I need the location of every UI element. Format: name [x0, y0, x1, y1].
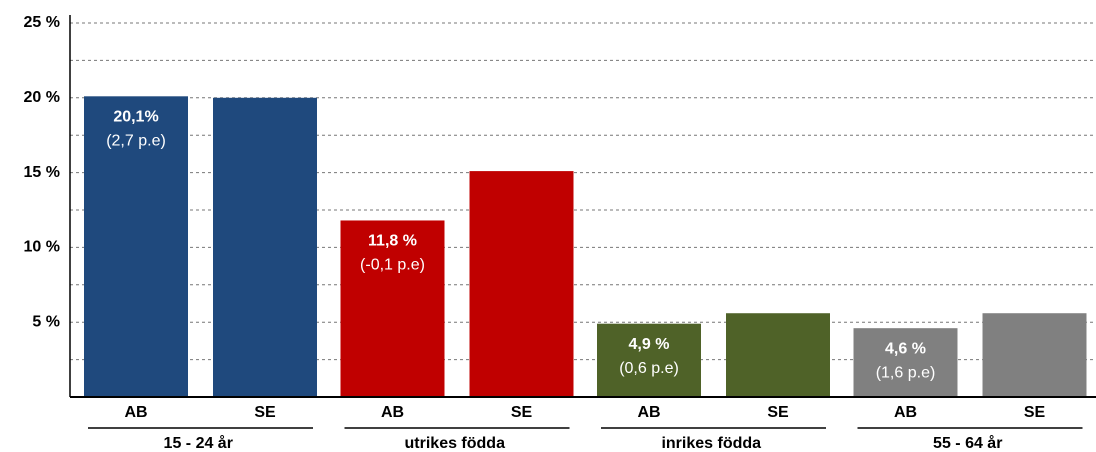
bar — [84, 96, 188, 397]
bar — [469, 171, 574, 397]
change-label: (2,7 p.e) — [106, 133, 166, 150]
y-tick-label: 10 % — [24, 239, 60, 256]
x-tick-label: SE — [511, 404, 533, 421]
x-tick-label: SE — [1024, 404, 1046, 421]
x-tick-label: SE — [254, 404, 276, 421]
y-tick-label: 15 % — [24, 164, 60, 181]
group-label: 15 - 24 år — [164, 434, 233, 452]
bar — [340, 220, 445, 397]
change-label: (1,6 p.e) — [876, 364, 936, 381]
bar — [982, 313, 1087, 397]
x-tick-label: SE — [767, 404, 789, 421]
value-label: 4,6 % — [885, 340, 926, 357]
y-tick-label: 20 % — [24, 89, 60, 106]
x-tick-label: AB — [381, 404, 404, 421]
x-tick-label: AB — [637, 404, 660, 421]
group-label: 55 - 64 år — [933, 434, 1002, 452]
bar — [853, 328, 958, 397]
x-tick-label: AB — [124, 404, 147, 421]
value-label: 20,1% — [113, 109, 158, 126]
bar — [726, 313, 830, 397]
change-label: (-0,1 p.e) — [360, 257, 425, 274]
group-label: utrikes födda — [405, 435, 506, 452]
value-label: 4,9 % — [629, 336, 670, 353]
bar — [213, 97, 317, 398]
y-tick-label: 5 % — [32, 313, 60, 330]
x-tick-label: AB — [894, 404, 917, 421]
y-tick-label: 25 % — [24, 14, 60, 31]
change-label: (0,6 p.e) — [619, 360, 679, 377]
group-label: inrikes födda — [661, 435, 761, 452]
value-label: 11,8 % — [368, 233, 417, 250]
bar — [597, 323, 701, 397]
